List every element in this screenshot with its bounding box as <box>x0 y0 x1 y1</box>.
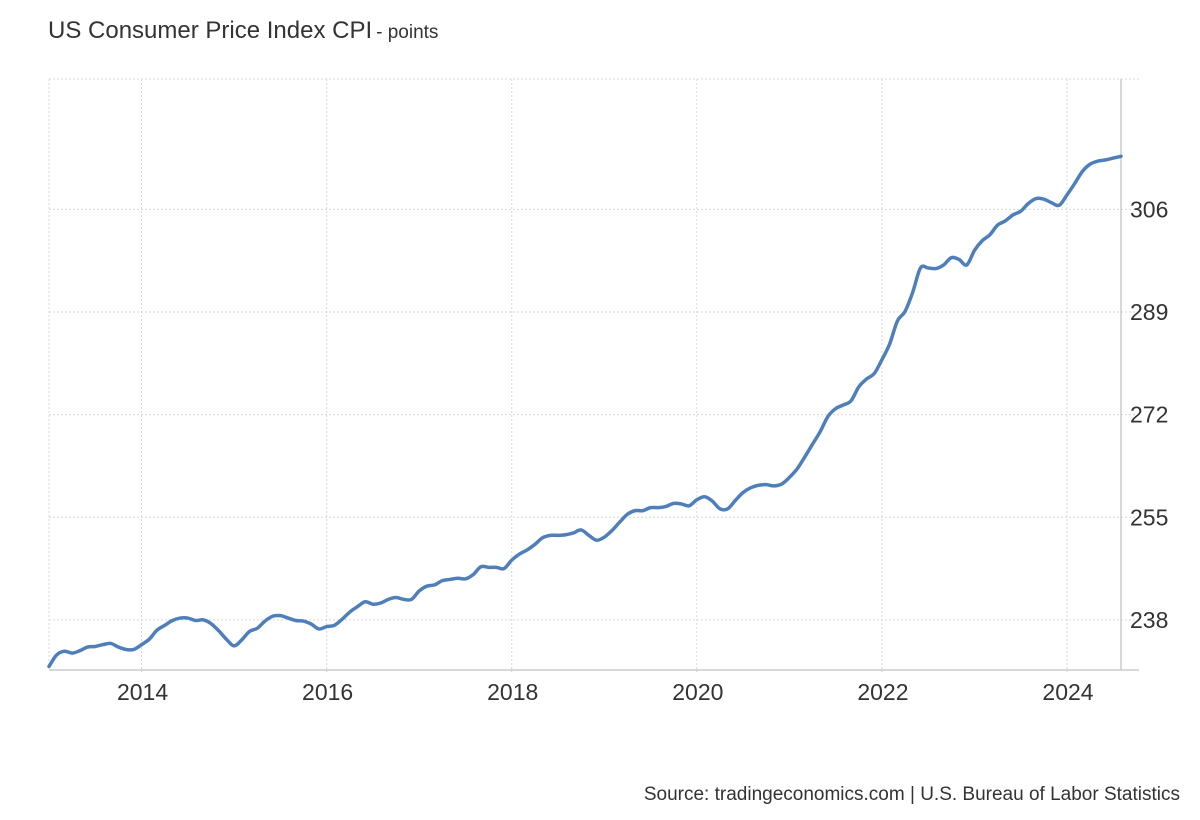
chart-subtitle: - points <box>376 22 439 43</box>
y-tick-label-272: 272 <box>1130 402 1168 428</box>
series-line-0 <box>47 154 1123 669</box>
y-axis-tick-labels: 238 255 272 289 306 <box>1130 196 1168 633</box>
x-tick-label-2024: 2024 <box>1042 679 1093 705</box>
y-tick-label-306: 306 <box>1130 196 1168 222</box>
y-tick-label-289: 289 <box>1130 299 1168 325</box>
x-tick-label-2016: 2016 <box>302 679 353 705</box>
x-axis-tick-labels: 2014 2016 2018 2020 2022 2024 <box>117 679 1094 705</box>
x-tick-label-2022: 2022 <box>857 679 908 705</box>
chart-title: US Consumer Price Index CPI <box>48 17 373 44</box>
axis-lines <box>49 79 1139 672</box>
y-tick-label-255: 255 <box>1130 504 1168 530</box>
chart-header: US Consumer Price Index CPI - points <box>48 17 438 45</box>
source-credit: Source: tradingeconomics.com | U.S. Bure… <box>643 784 1180 805</box>
series-layer <box>47 154 1123 669</box>
y-tick-label-238: 238 <box>1130 607 1168 633</box>
grid-lines <box>48 78 1139 670</box>
x-tick-label-2018: 2018 <box>487 679 538 705</box>
x-tick-label-2014: 2014 <box>117 679 168 705</box>
x-tick-label-2020: 2020 <box>672 679 723 705</box>
